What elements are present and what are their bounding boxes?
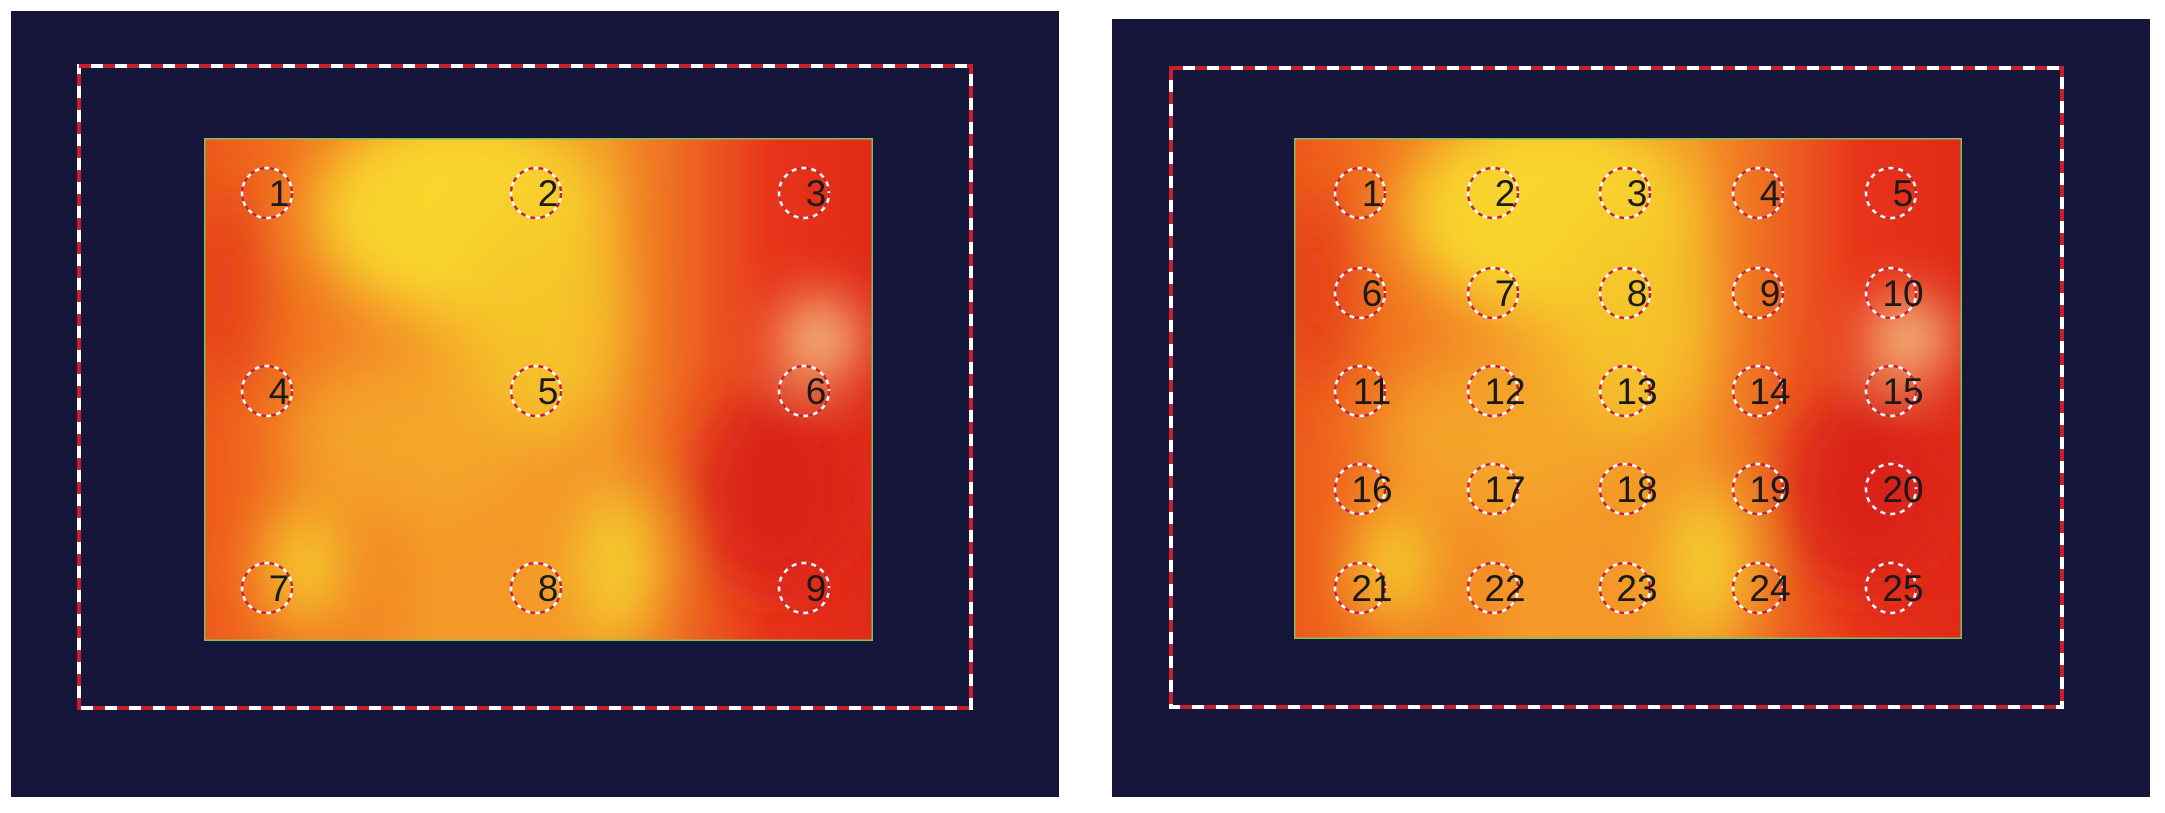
boundary-red: [77, 64, 973, 710]
probe-circle-red: [1466, 561, 1520, 615]
probe-circle-red: [1864, 266, 1918, 320]
heat-edge: [1294, 138, 1962, 639]
probe-circle-red: [1731, 462, 1785, 516]
probe-circle-red: [1598, 462, 1652, 516]
probe-label: 12: [1484, 371, 1525, 412]
probe-circle-red: [509, 561, 563, 615]
probe-circle-red: [1598, 561, 1652, 615]
heat-map: [204, 138, 873, 641]
probe-label: 15: [1882, 371, 1923, 412]
probe-label: 13: [1616, 371, 1657, 412]
heat-blob: [692, 389, 853, 591]
heat-map: [1294, 138, 1962, 639]
image-panel: 1 2 3 4 5 6 7 8 9: [11, 11, 1059, 797]
heat-blob: [264, 505, 345, 626]
probe-circle-red: [1598, 266, 1652, 320]
heat-blobs: [204, 138, 860, 641]
probe-label: 3: [806, 173, 827, 214]
probe-circle-red: [777, 364, 831, 418]
boundary-red: [1169, 66, 2064, 709]
probe-circle-red: [1731, 364, 1785, 418]
heat-blob: [1668, 488, 1749, 639]
probe-label: 8: [1627, 273, 1648, 314]
probe-label: 11: [1353, 371, 1391, 412]
heat-blob: [458, 188, 619, 440]
probe-label: 22: [1484, 568, 1525, 609]
heat-edge: [204, 138, 873, 641]
probe-label: 6: [806, 371, 827, 412]
probe-circle-red: [1864, 561, 1918, 615]
probe-label: 1: [1362, 173, 1383, 214]
heat-blob: [1781, 388, 1942, 589]
probe-circle-red: [1731, 166, 1785, 220]
probe-label: 14: [1749, 371, 1790, 412]
probe-label: 6: [1362, 273, 1383, 314]
probe-label: 10: [1882, 273, 1923, 314]
probe-circle-red: [1864, 364, 1918, 418]
probe-circle-red: [240, 166, 294, 220]
probe-circle-red: [1864, 462, 1918, 516]
heat-blob: [204, 188, 258, 390]
probe-circle-red: [240, 561, 294, 615]
probe-label: 25: [1882, 568, 1923, 609]
probe-label: 3: [1627, 173, 1648, 214]
heat-blob: [1547, 188, 1709, 439]
heat-blob: [779, 298, 860, 380]
probe-circle-red: [1466, 364, 1520, 418]
probe-label: 5: [538, 371, 559, 412]
probe-circle-red: [777, 561, 831, 615]
probe-label: 23: [1616, 568, 1657, 609]
probe-circle-red: [777, 166, 831, 220]
probe-label: 4: [1760, 173, 1781, 214]
probe-circle-red: [1598, 364, 1652, 418]
probe-label: 7: [269, 568, 290, 609]
probe-label: 20: [1882, 469, 1923, 510]
probe-label: 1: [269, 173, 290, 214]
heat-blob: [578, 490, 659, 641]
probe-circle-red: [1864, 166, 1918, 220]
heat-blob: [284, 364, 526, 516]
probe-circle-red: [1333, 266, 1387, 320]
probe-label: 19: [1749, 469, 1790, 510]
probe-label: 8: [538, 568, 559, 609]
probe-label: 9: [1760, 273, 1781, 314]
heat-blob: [1374, 363, 1615, 514]
probe-circle-red: [1333, 561, 1387, 615]
probe-label: 7: [1495, 273, 1516, 314]
probe-circle-red: [1731, 561, 1785, 615]
probe-circle-red: [1466, 462, 1520, 516]
probe-circle-red: [509, 166, 563, 220]
probe-label: 18: [1616, 469, 1657, 510]
probe-label: 16: [1351, 469, 1392, 510]
probe-circle-red: [1731, 266, 1785, 320]
probe-label: 9: [806, 568, 827, 609]
probe-circle-red: [1466, 266, 1520, 320]
probe-label: 4: [269, 371, 290, 412]
probe-label: 5: [1893, 173, 1914, 214]
probe-circle-red: [1598, 166, 1652, 220]
probe-circle-red: [1333, 462, 1387, 516]
probe-label: 17: [1484, 469, 1525, 510]
probe-circle-red: [1333, 364, 1387, 418]
probe-label: 21: [1351, 568, 1392, 609]
probe-circle-red: [509, 364, 563, 418]
heat-blob: [1354, 503, 1435, 624]
probe-circle-red: [1466, 166, 1520, 220]
probe-circle-red: [1333, 166, 1387, 220]
probe-circle-red: [240, 364, 294, 418]
heat-blob: [1294, 188, 1348, 389]
probe-label: 24: [1749, 568, 1790, 609]
probe-label: 2: [538, 173, 559, 214]
probe-label: 2: [1495, 173, 1516, 214]
